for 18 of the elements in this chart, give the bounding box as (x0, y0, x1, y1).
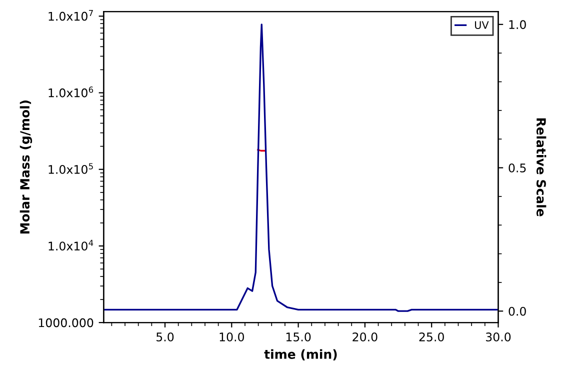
x-tick-label: 15.0 (286, 332, 311, 342)
y-axis-title: Molar Mass (g/mol) (20, 100, 32, 234)
legend-label: UV (475, 21, 489, 29)
y2-tick-label: 1.0 (509, 20, 526, 30)
x-tick-label: 20.0 (352, 332, 378, 342)
y2-tick-label: 0.5 (508, 163, 526, 172)
x-tick-label: 10.0 (220, 332, 244, 342)
y2-axis-title: Relative Scale (536, 118, 546, 216)
y2-tick-label: 0.0 (508, 306, 526, 316)
y-tick-label: 1.0x10$^{7}$ (48, 10, 93, 21)
y-tick-label: 1000.000 (38, 318, 94, 328)
x-tick-label: 5.0 (156, 332, 174, 342)
y-tick-label: 1.0x10$^{6}$ (48, 86, 94, 98)
x-axis-title: time (min) (264, 349, 337, 360)
y-tick-label: 1.0x10$^{4}$ (48, 240, 94, 251)
x-tick-label: 30.0 (486, 332, 511, 342)
y-tick-label: 1.0x10$^{5}$ (48, 163, 93, 174)
x-tick-label: 25.0 (419, 332, 444, 342)
